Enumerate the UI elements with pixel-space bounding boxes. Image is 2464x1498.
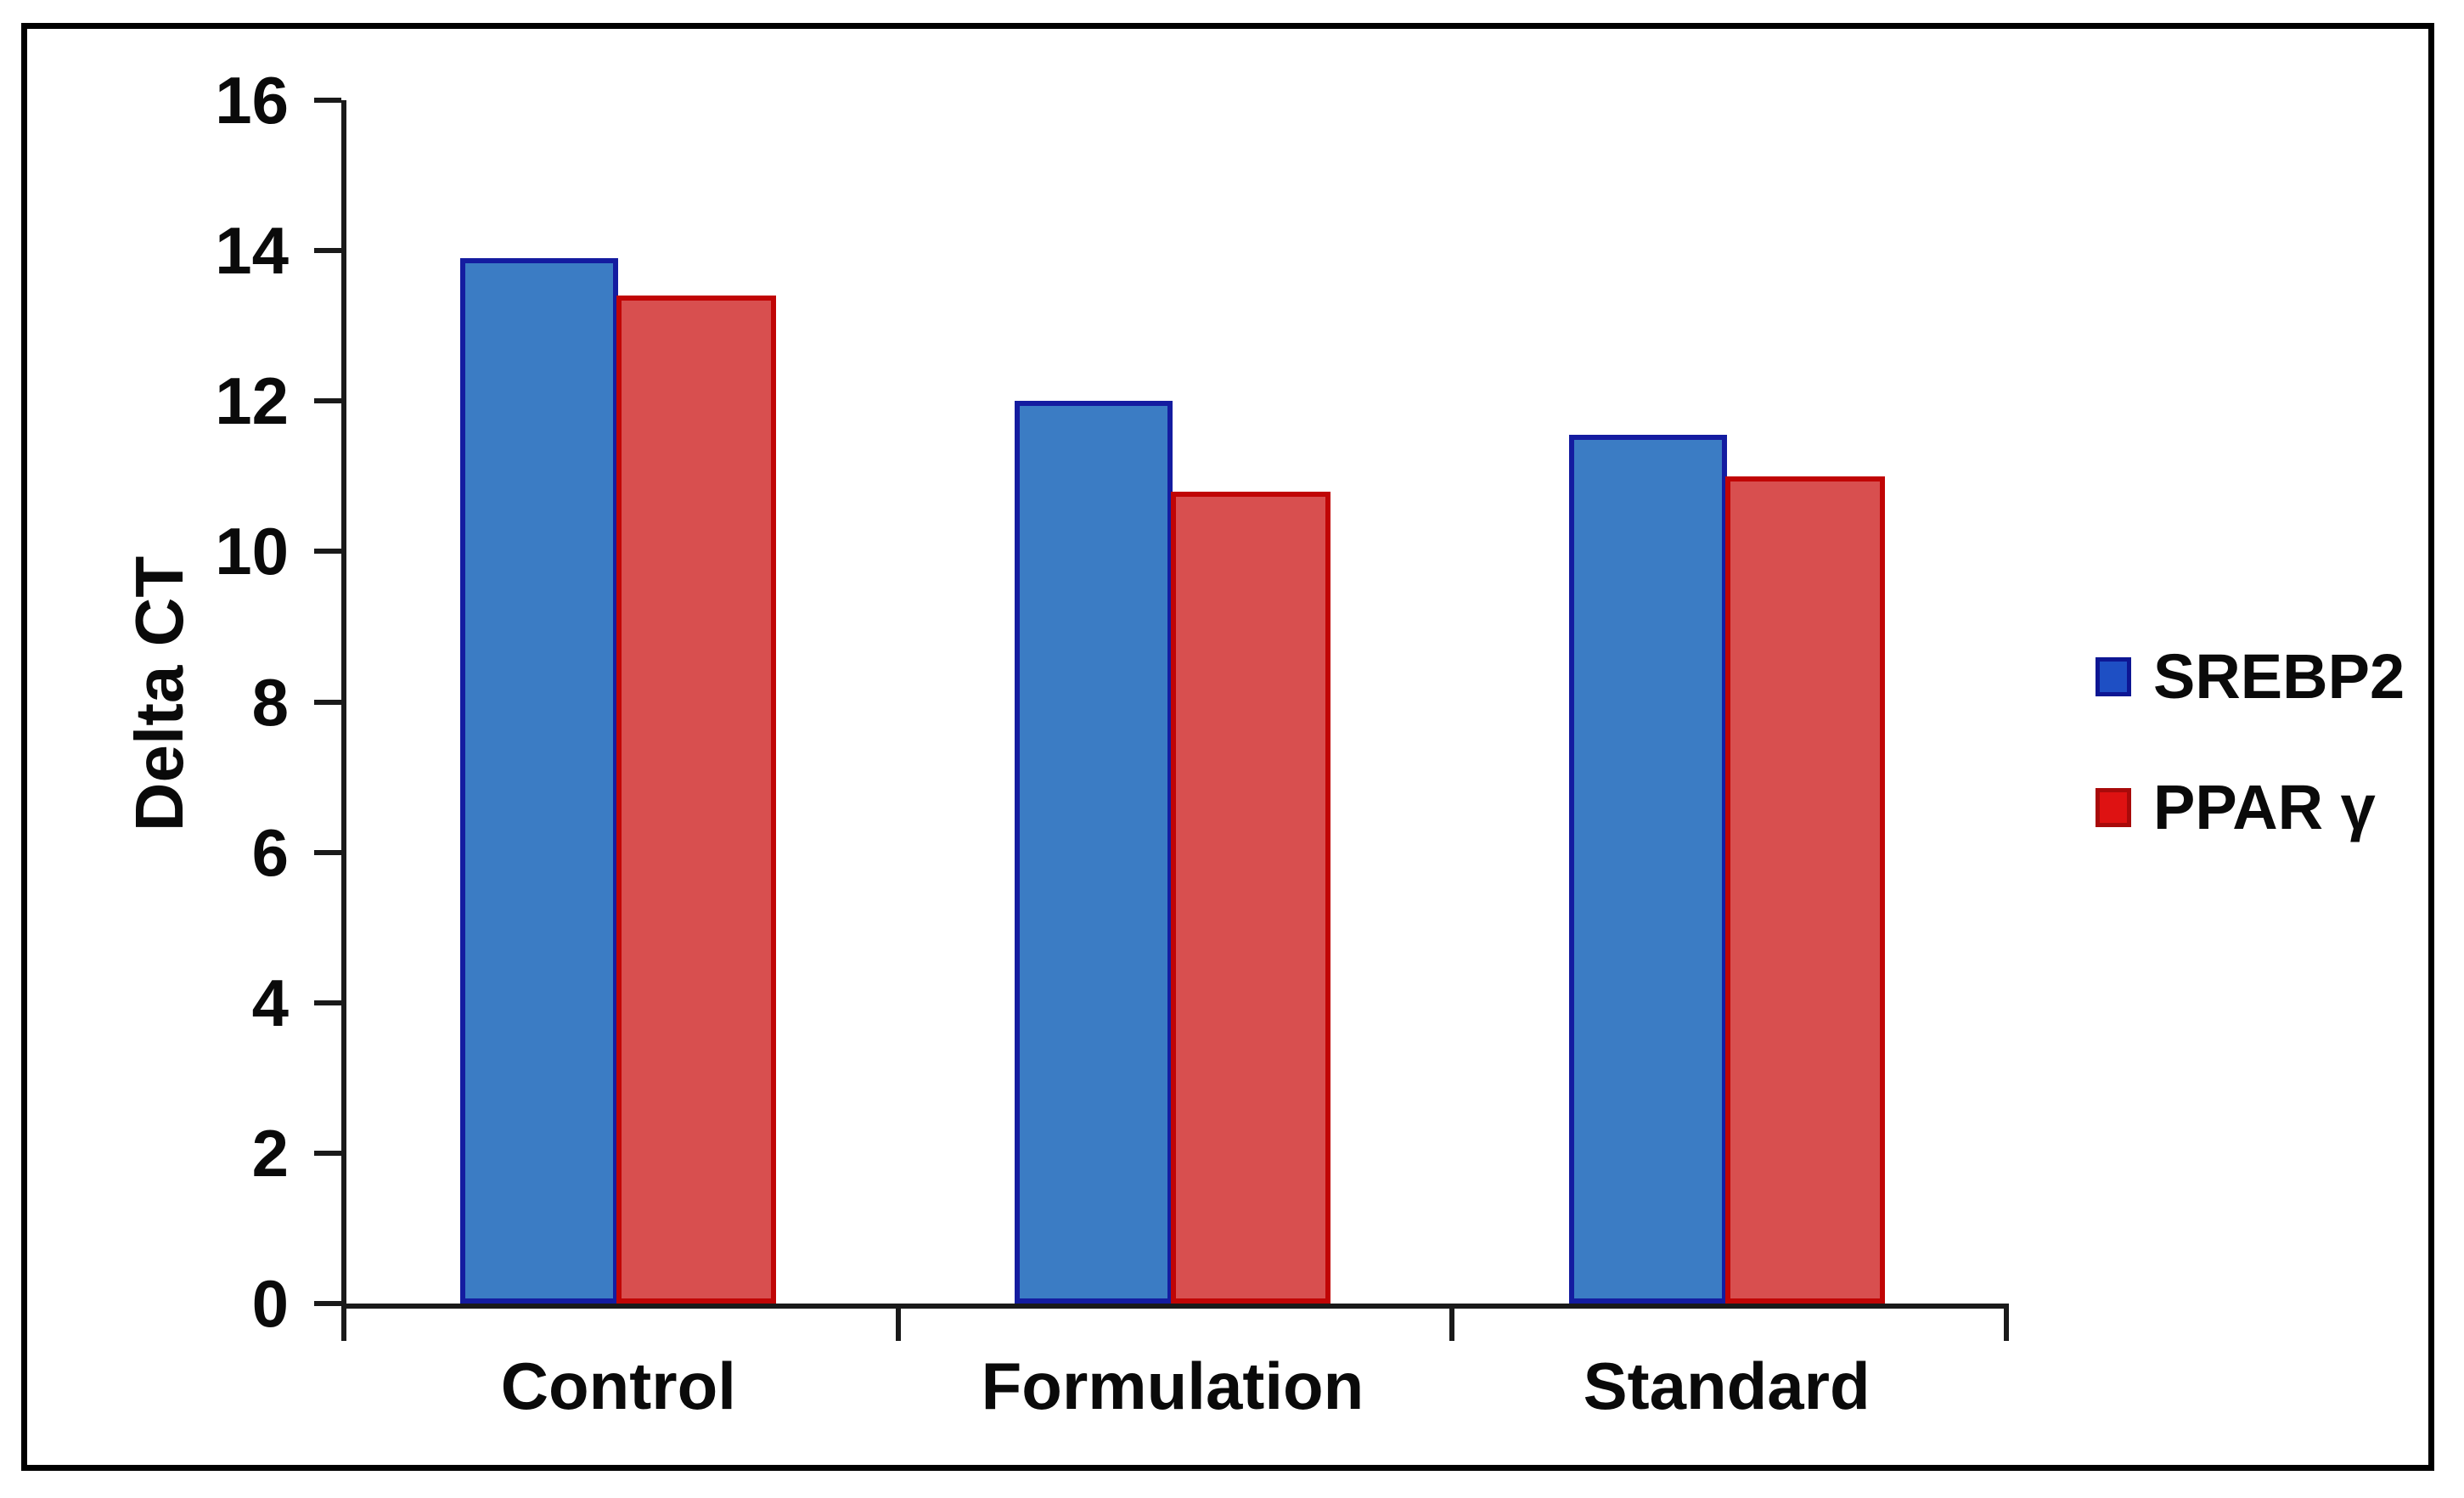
x-axis-tick: [2004, 1309, 2009, 1341]
x-axis-tick: [1449, 1309, 1455, 1341]
y-axis-tick: [314, 849, 341, 855]
y-tick-label: 0: [251, 1266, 289, 1341]
y-tick-label: 2: [251, 1115, 289, 1191]
legend-item: SREBP2: [2096, 639, 2405, 715]
y-axis-tick: [314, 1000, 341, 1005]
y-axis-tick: [314, 98, 341, 103]
legend: SREBP2 PPAR γ: [2096, 639, 2405, 900]
x-category-label: Standard: [1583, 1349, 1871, 1423]
y-tick-label: 12: [215, 363, 289, 439]
y-tick-label: 14: [215, 213, 289, 289]
bar-ppar-γ-formulation: [1171, 491, 1330, 1304]
bar-srebp2-control: [460, 257, 619, 1304]
legend-swatch-icon: [2096, 657, 2131, 696]
y-tick-label: 6: [251, 814, 289, 890]
x-axis-tick: [341, 1309, 346, 1341]
y-tick-label: 16: [215, 63, 289, 138]
y-tick-label: 4: [251, 965, 289, 1040]
y-tick-label: 10: [215, 514, 289, 589]
legend-swatch-icon: [2096, 788, 2131, 827]
bar-ppar-γ-standard: [1724, 476, 1885, 1304]
y-tick-label: 8: [251, 664, 289, 740]
x-axis-line: [341, 1304, 2009, 1309]
bar-srebp2-formulation: [1015, 401, 1173, 1304]
y-axis-tick: [314, 1150, 341, 1156]
bar-ppar-γ-control: [616, 296, 777, 1304]
x-category-label: Formulation: [981, 1349, 1364, 1423]
y-axis-tick: [314, 1301, 341, 1306]
bar-srebp2-standard: [1568, 435, 1727, 1304]
legend-label: SREBP2: [2153, 641, 2405, 712]
legend-label: PPAR γ: [2153, 772, 2376, 842]
legend-item: PPAR γ: [2096, 769, 2405, 846]
y-axis-tick: [314, 398, 341, 404]
x-category-label: Control: [500, 1349, 736, 1423]
y-axis-tick: [314, 549, 341, 555]
y-axis-tick: [314, 699, 341, 705]
x-axis-tick: [895, 1309, 901, 1341]
y-axis-line: [341, 100, 346, 1309]
y-axis-tick: [314, 248, 341, 254]
